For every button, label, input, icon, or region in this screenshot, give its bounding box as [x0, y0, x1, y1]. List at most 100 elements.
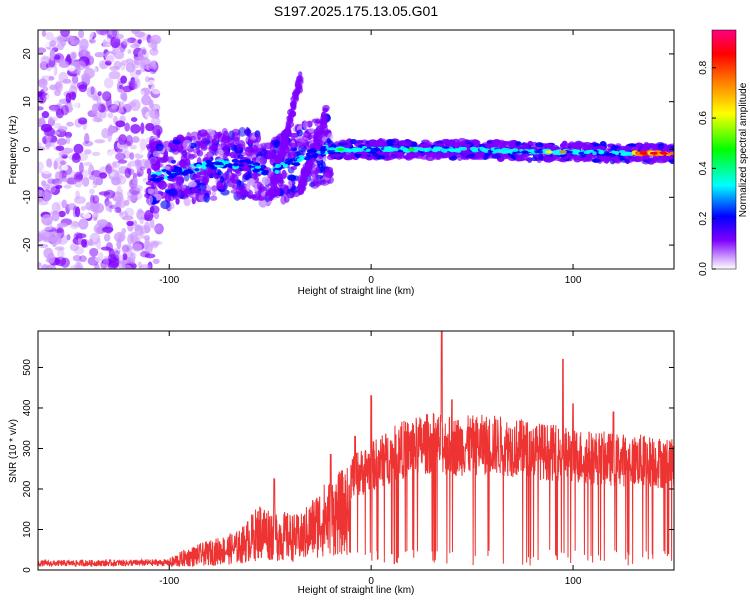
spectrogram-cell [120, 41, 128, 49]
spectrogram-cell [287, 151, 297, 159]
colorbar-label: Normalized spectral amplitude [738, 82, 749, 217]
spectrogram-cell [531, 82, 539, 87]
spectrogram-cell [281, 169, 287, 180]
spectrogram-cell [504, 166, 509, 175]
spectrogram-cell [270, 185, 276, 192]
spectrogram-cell [149, 48, 159, 56]
spectrogram-cell [103, 233, 111, 242]
spectrogram-cell [354, 212, 358, 218]
spectrogram-cell [65, 135, 71, 145]
spectrogram-cell [598, 246, 604, 251]
spectrogram-cell [202, 165, 207, 170]
spectrogram-cell [47, 252, 56, 264]
spectrogram-cell [587, 247, 596, 256]
spectrogram-cell [175, 174, 183, 181]
spectrogram-cell [201, 176, 209, 185]
spectrogram-cell [122, 85, 133, 93]
spectrogram-cell [108, 70, 121, 80]
spectrogram-cell [445, 139, 455, 145]
spectrogram-cell [83, 94, 90, 103]
spectrogram-cell [231, 128, 241, 136]
spectrogram-cell [38, 106, 44, 111]
spectrogram-cell [652, 143, 660, 150]
spectrogram-cell [582, 90, 587, 95]
spectrogram-cell [130, 144, 137, 150]
spectrogram-cell [213, 31, 219, 39]
spectrogram-cell [221, 127, 228, 136]
spectrogram-cell [78, 84, 88, 93]
spectrogram-cell [72, 254, 82, 262]
spectrogram-cell [45, 139, 51, 150]
spectrogram-cell [368, 68, 375, 72]
spectrogram-cell [469, 219, 477, 223]
spectrogram-cell [236, 143, 242, 152]
spectrogram-cell [207, 206, 215, 215]
snr-x-ticks: -100 0 100 [159, 331, 582, 587]
spectrogram-y-tick-label: -10 [22, 190, 33, 205]
spectrogram-cell [296, 129, 303, 137]
spectrogram-cell [607, 198, 616, 205]
spectrogram-cell [392, 153, 401, 159]
spectrogram-cell [290, 100, 297, 109]
spectrogram-cell [60, 30, 70, 37]
spectrogram-cell [320, 114, 326, 123]
spectrogram-cell [252, 162, 260, 166]
spectrogram-cell [328, 147, 336, 151]
spectrogram-cell [82, 176, 90, 187]
spectrogram-cell [320, 149, 326, 155]
spectrogram-cell [567, 134, 572, 139]
spectrogram-cell [317, 248, 324, 252]
spectrogram-cell [178, 182, 183, 188]
spectrogram-cell [460, 249, 465, 258]
spectrogram-cell [85, 201, 93, 211]
spectrogram-cell [139, 251, 150, 258]
spectrogram-cell [42, 75, 53, 82]
spectrogram-cell [497, 40, 502, 48]
spectrogram-cell [240, 265, 248, 269]
spectrogram-cell [127, 79, 138, 91]
spectrogram-cell [298, 154, 304, 159]
spectrogram-cell [453, 148, 461, 153]
spectrogram-cell [116, 81, 124, 93]
spectrogram-cell [493, 204, 501, 211]
spectrogram-cell [432, 147, 439, 153]
spectrogram-cell [578, 151, 585, 156]
spectrogram-cell [280, 195, 287, 205]
spectrogram-cell [515, 141, 522, 147]
spectrogram-cell [287, 160, 293, 165]
spectrogram-cell [628, 143, 637, 147]
spectrogram-cell [639, 67, 647, 75]
spectrogram-cell [305, 82, 309, 88]
spectrogram-cell [297, 187, 305, 195]
spectrogram-cell [116, 143, 128, 154]
spectrogram-cell [581, 144, 588, 152]
spectrogram-cell [560, 42, 565, 47]
spectrogram-cell [126, 220, 134, 226]
spectrogram-cell [122, 253, 128, 261]
spectrogram-cell [310, 147, 316, 152]
snr-y-tick-label: 100 [22, 521, 33, 538]
spectrogram-cell [299, 174, 308, 182]
spectrogram-cell [124, 207, 135, 218]
spectrogram-cell [452, 138, 460, 144]
spectrogram-cell [86, 86, 97, 98]
spectrogram-cell [152, 224, 161, 232]
spectrogram-cell [462, 225, 467, 233]
spectrogram-cell [646, 158, 656, 163]
spectrogram-cell [315, 261, 321, 266]
spectrogram-cell [140, 58, 152, 70]
spectrogram-cell [523, 60, 531, 65]
spectrogram-cell [47, 178, 60, 184]
spectrogram-cell [298, 71, 303, 77]
spectrogram-cell [440, 90, 448, 98]
spectrogram-cell [278, 146, 283, 153]
spectrogram-cell [578, 109, 585, 114]
spectrogram-cell [118, 85, 123, 90]
spectrogram-cell [44, 226, 57, 233]
spectrogram-cell [606, 98, 610, 103]
spectrogram-cell [221, 135, 231, 144]
spectrogram-cell [226, 177, 237, 188]
spectrogram-cell [246, 182, 251, 192]
spectrogram-cell [149, 218, 155, 229]
